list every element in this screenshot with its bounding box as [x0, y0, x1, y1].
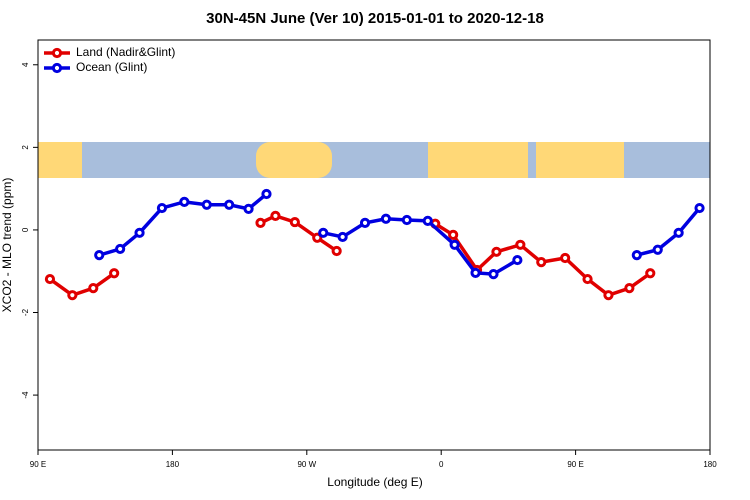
- map-band: [38, 142, 710, 178]
- y-tick-label: 2: [21, 145, 30, 150]
- x-tick-label: 0: [439, 460, 444, 469]
- point: [261, 188, 272, 200]
- series-line: [98, 192, 701, 276]
- point: [67, 290, 78, 301]
- point: [243, 203, 254, 214]
- point: [134, 227, 145, 238]
- point: [470, 267, 481, 278]
- point: [318, 227, 329, 238]
- point: [488, 269, 499, 280]
- point: [631, 250, 642, 261]
- point: [179, 196, 190, 207]
- legend-label: Land (Nadir&Glint): [76, 45, 175, 59]
- y-tick-label: -4: [21, 391, 30, 399]
- y-axis-label: XCO2 - MLO trend (ppm): [0, 178, 14, 313]
- point: [380, 213, 392, 224]
- x-tick-label: 180: [703, 460, 717, 469]
- point: [536, 257, 547, 268]
- point: [645, 268, 656, 279]
- x-tick-label: 180: [166, 460, 180, 469]
- y-tick-label: 0: [21, 227, 30, 232]
- point: [422, 215, 433, 226]
- point: [270, 210, 281, 221]
- point: [224, 199, 235, 210]
- point: [88, 283, 99, 294]
- point: [448, 229, 459, 240]
- x-tick-label: 90 E: [30, 460, 46, 469]
- legend-label: Ocean (Glint): [76, 60, 147, 74]
- point: [652, 244, 663, 255]
- point: [115, 243, 126, 255]
- point: [201, 199, 212, 210]
- point: [603, 290, 614, 301]
- point: [44, 273, 56, 285]
- point: [94, 250, 105, 261]
- point: [694, 202, 705, 214]
- y-tick-label: -2: [21, 308, 30, 316]
- point: [337, 231, 348, 243]
- x-axis-label: Longitude (deg E): [327, 475, 422, 489]
- point: [401, 214, 412, 226]
- legend-marker: [51, 62, 63, 74]
- point: [156, 202, 168, 214]
- point: [512, 254, 523, 266]
- point: [289, 216, 300, 228]
- point: [673, 227, 684, 238]
- point: [331, 245, 342, 257]
- point: [359, 217, 371, 229]
- plot-frame: [37, 39, 711, 451]
- point: [255, 217, 266, 229]
- y-tick-label: 4: [21, 62, 30, 67]
- chart-title: 30N-45N June (Ver 10) 2015-01-01 to 2020…: [206, 10, 544, 27]
- point: [624, 283, 635, 294]
- point: [515, 239, 526, 250]
- point: [582, 273, 593, 285]
- point: [449, 239, 460, 250]
- point: [491, 246, 502, 257]
- point: [560, 252, 571, 264]
- x-tick-label: 90 W: [297, 460, 316, 469]
- legend-marker: [51, 47, 63, 59]
- point: [109, 268, 120, 279]
- x-tick-label: 90 E: [567, 460, 583, 469]
- point: [312, 232, 323, 243]
